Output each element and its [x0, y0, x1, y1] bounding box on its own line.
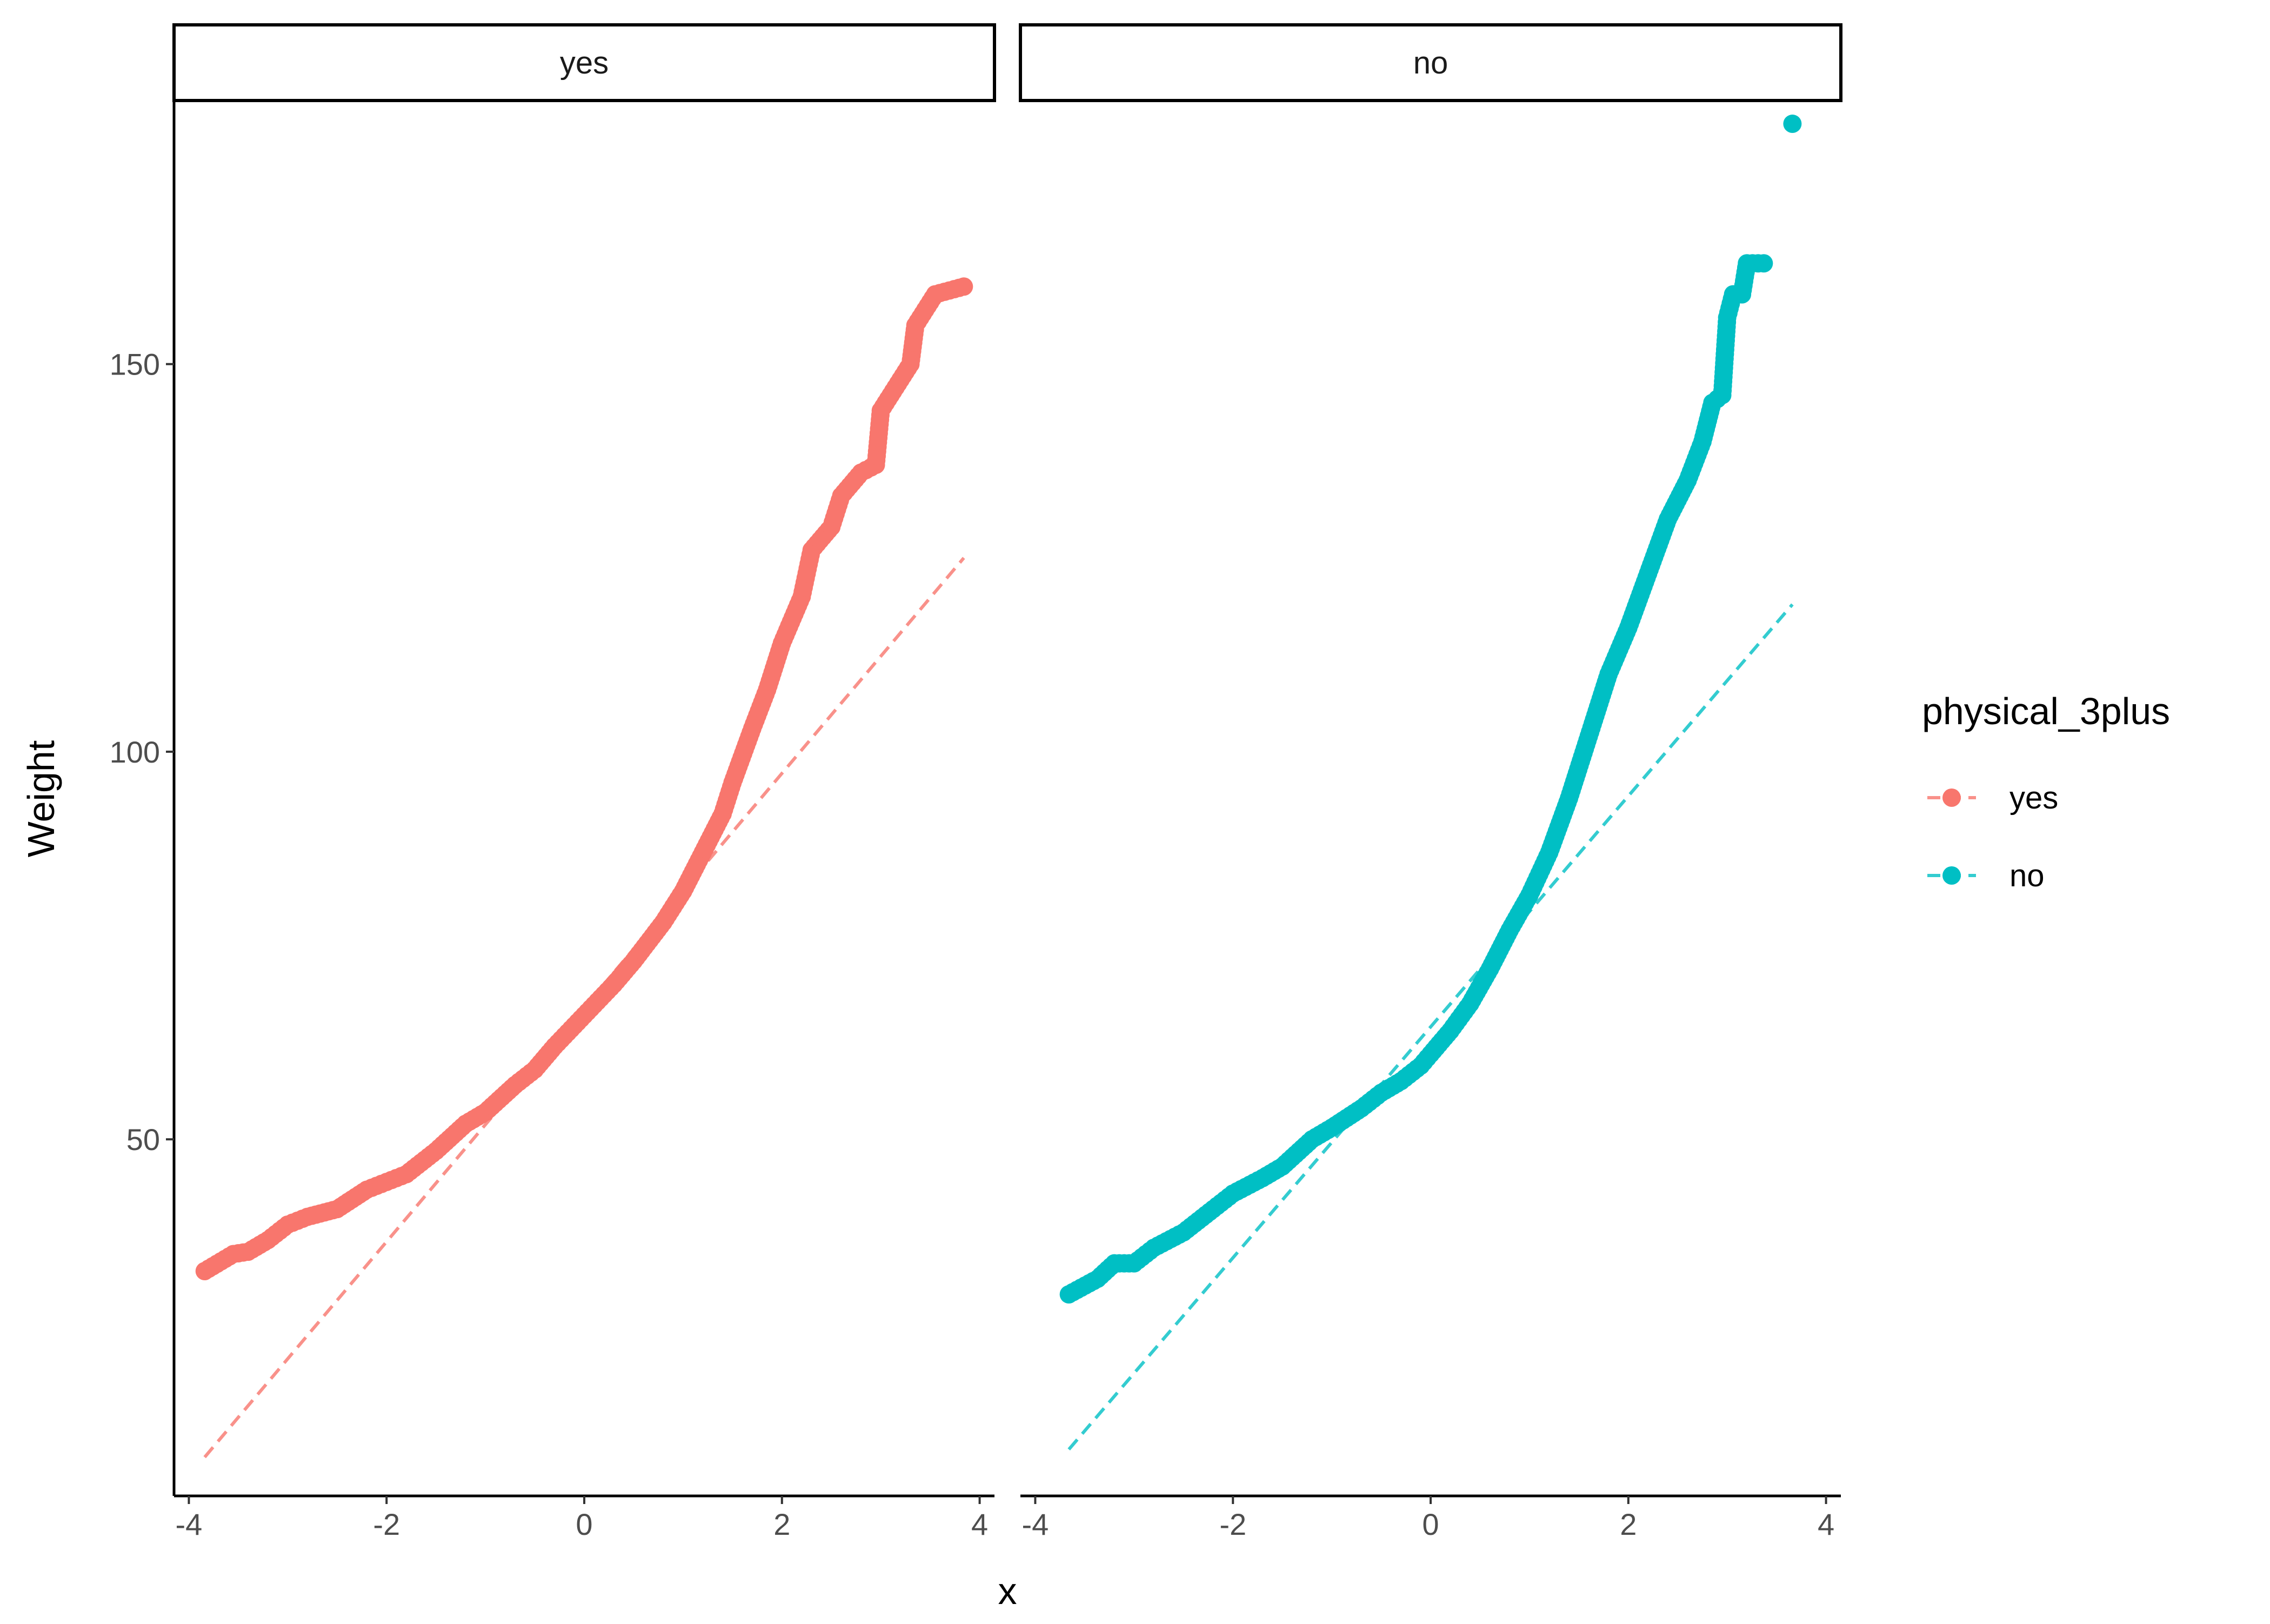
facet-strip-label: no: [1413, 45, 1448, 81]
reference-line-yes: [203, 557, 965, 1459]
x-tick-label: -4: [176, 1507, 203, 1541]
facet-strip-label: yes: [560, 45, 609, 81]
facet-panels: yes no: [172, 23, 1842, 102]
x-tick-label: -2: [1219, 1507, 1246, 1541]
y-axis-title: Weight: [20, 740, 62, 858]
data-marks: [195, 115, 1802, 1459]
x-tick-label: 2: [773, 1507, 790, 1541]
x-tick-label: 2: [1620, 1507, 1637, 1541]
point-no: [1754, 254, 1773, 273]
x-tick-label: 0: [576, 1507, 592, 1541]
labels: x Weight physical_3plus: [20, 690, 2170, 1612]
x-tick-label: -4: [1022, 1507, 1049, 1541]
legend-key-point: [1942, 866, 1961, 885]
legend-label: no: [2009, 858, 2045, 893]
x-tick-label: 0: [1422, 1507, 1439, 1541]
x-tick-label: 4: [1818, 1507, 1834, 1541]
x-tick-label: 4: [971, 1507, 988, 1541]
y-tick-label: 150: [110, 347, 160, 382]
legend-title: physical_3plus: [1922, 690, 2170, 732]
legend-label: yes: [2009, 780, 2058, 816]
x-tick-label: -2: [373, 1507, 400, 1541]
x-axis-title: x: [998, 1570, 1017, 1612]
facet-strip: [172, 23, 996, 102]
point-no: [1783, 115, 1802, 133]
y-tick-label: 50: [126, 1122, 160, 1157]
y-tick-label: 100: [110, 735, 160, 769]
facet-strip: [1019, 23, 1842, 102]
legend: yes no: [1927, 780, 2058, 893]
reference-line-no: [1067, 603, 1794, 1451]
axes: 50 100 150 -4 -2 0 2 4 -4 -2 0 2 4: [110, 101, 1841, 1541]
point-yes: [954, 277, 973, 296]
legend-key-point: [1942, 788, 1961, 807]
